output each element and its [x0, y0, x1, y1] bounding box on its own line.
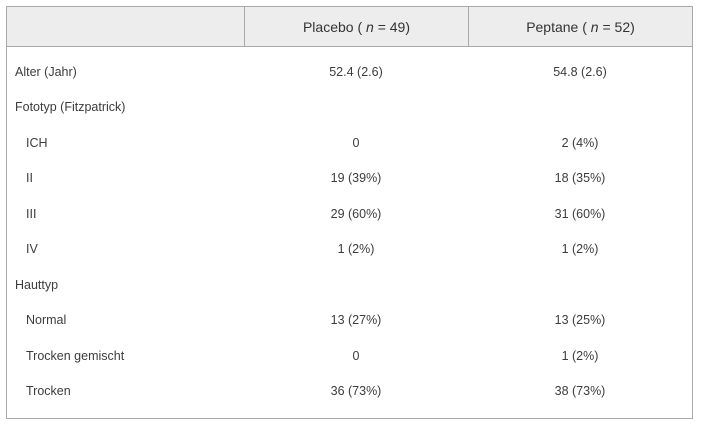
cell-peptane: 54.8 (2.6)	[553, 64, 607, 79]
table-row: ICH 0 2 (4%)	[7, 125, 692, 161]
table-section-row: Hauttyp	[7, 267, 692, 303]
header-peptane-name: Peptane (	[526, 18, 591, 35]
cell-placebo: 29 (60%)	[330, 206, 382, 221]
cell-peptane: 13 (25%)	[554, 313, 606, 328]
cell-placebo: 0	[352, 348, 360, 363]
header-empty-cell	[7, 7, 244, 46]
row-label: Fototyp (Fitzpatrick)	[15, 100, 126, 115]
row-label: Trocken	[26, 384, 71, 399]
header-peptane-cell: Peptane ( n = 52)	[468, 7, 692, 46]
header-placebo-count: = 49)	[373, 18, 411, 35]
cell-placebo: 52.4 (2.6)	[329, 64, 383, 79]
cell-placebo: 36 (73%)	[330, 384, 382, 399]
cell-peptane: 31 (60%)	[554, 206, 606, 221]
table-row: Alter (Jahr) 52.4 (2.6) 54.8 (2.6)	[7, 54, 692, 90]
row-label: II	[26, 171, 33, 186]
table-row: Trocken gemischt 0 1 (2%)	[7, 338, 692, 374]
table-row: Normal 13 (27%) 13 (25%)	[7, 303, 692, 339]
header-placebo-cell: Placebo ( n = 49)	[244, 7, 468, 46]
cell-peptane: 38 (73%)	[554, 384, 606, 399]
table-section-row: Fototyp (Fitzpatrick)	[7, 90, 692, 126]
table-header-row: Placebo ( n = 49) Peptane ( n = 52)	[7, 7, 692, 47]
row-label: Hauttyp	[15, 277, 59, 292]
demographics-table: Placebo ( n = 49) Peptane ( n = 52) Alte…	[6, 6, 693, 419]
cell-placebo: 13 (27%)	[330, 313, 382, 328]
header-placebo-name: Placebo (	[302, 18, 367, 35]
table-row: Trocken 36 (73%) 38 (73%)	[7, 374, 692, 410]
row-label: Trocken gemischt	[26, 348, 125, 363]
cell-placebo: 19 (39%)	[330, 171, 382, 186]
row-label: IV	[26, 242, 38, 257]
cell-peptane: 18 (35%)	[554, 171, 606, 186]
row-label: Normal	[26, 313, 67, 328]
cell-peptane: 2 (4%)	[561, 135, 599, 150]
cell-peptane: 1 (2%)	[561, 242, 599, 257]
header-peptane-n-symbol: n	[590, 18, 599, 35]
row-label: Alter (Jahr)	[15, 64, 77, 79]
header-placebo-n-symbol: n	[366, 18, 374, 35]
row-label: ICH	[26, 135, 48, 150]
table-row: III 29 (60%) 31 (60%)	[7, 196, 692, 232]
cell-placebo: 1 (2%)	[337, 242, 375, 257]
cell-placebo: 0	[352, 135, 360, 150]
table-row: IV 1 (2%) 1 (2%)	[7, 232, 692, 268]
row-label: III	[26, 206, 37, 221]
header-peptane-count: = 52)	[598, 18, 635, 35]
table-body: Alter (Jahr) 52.4 (2.6) 54.8 (2.6) Fototyp …	[7, 47, 692, 418]
cell-peptane: 1 (2%)	[561, 348, 599, 363]
table-row: II 19 (39%) 18 (35%)	[7, 161, 692, 197]
